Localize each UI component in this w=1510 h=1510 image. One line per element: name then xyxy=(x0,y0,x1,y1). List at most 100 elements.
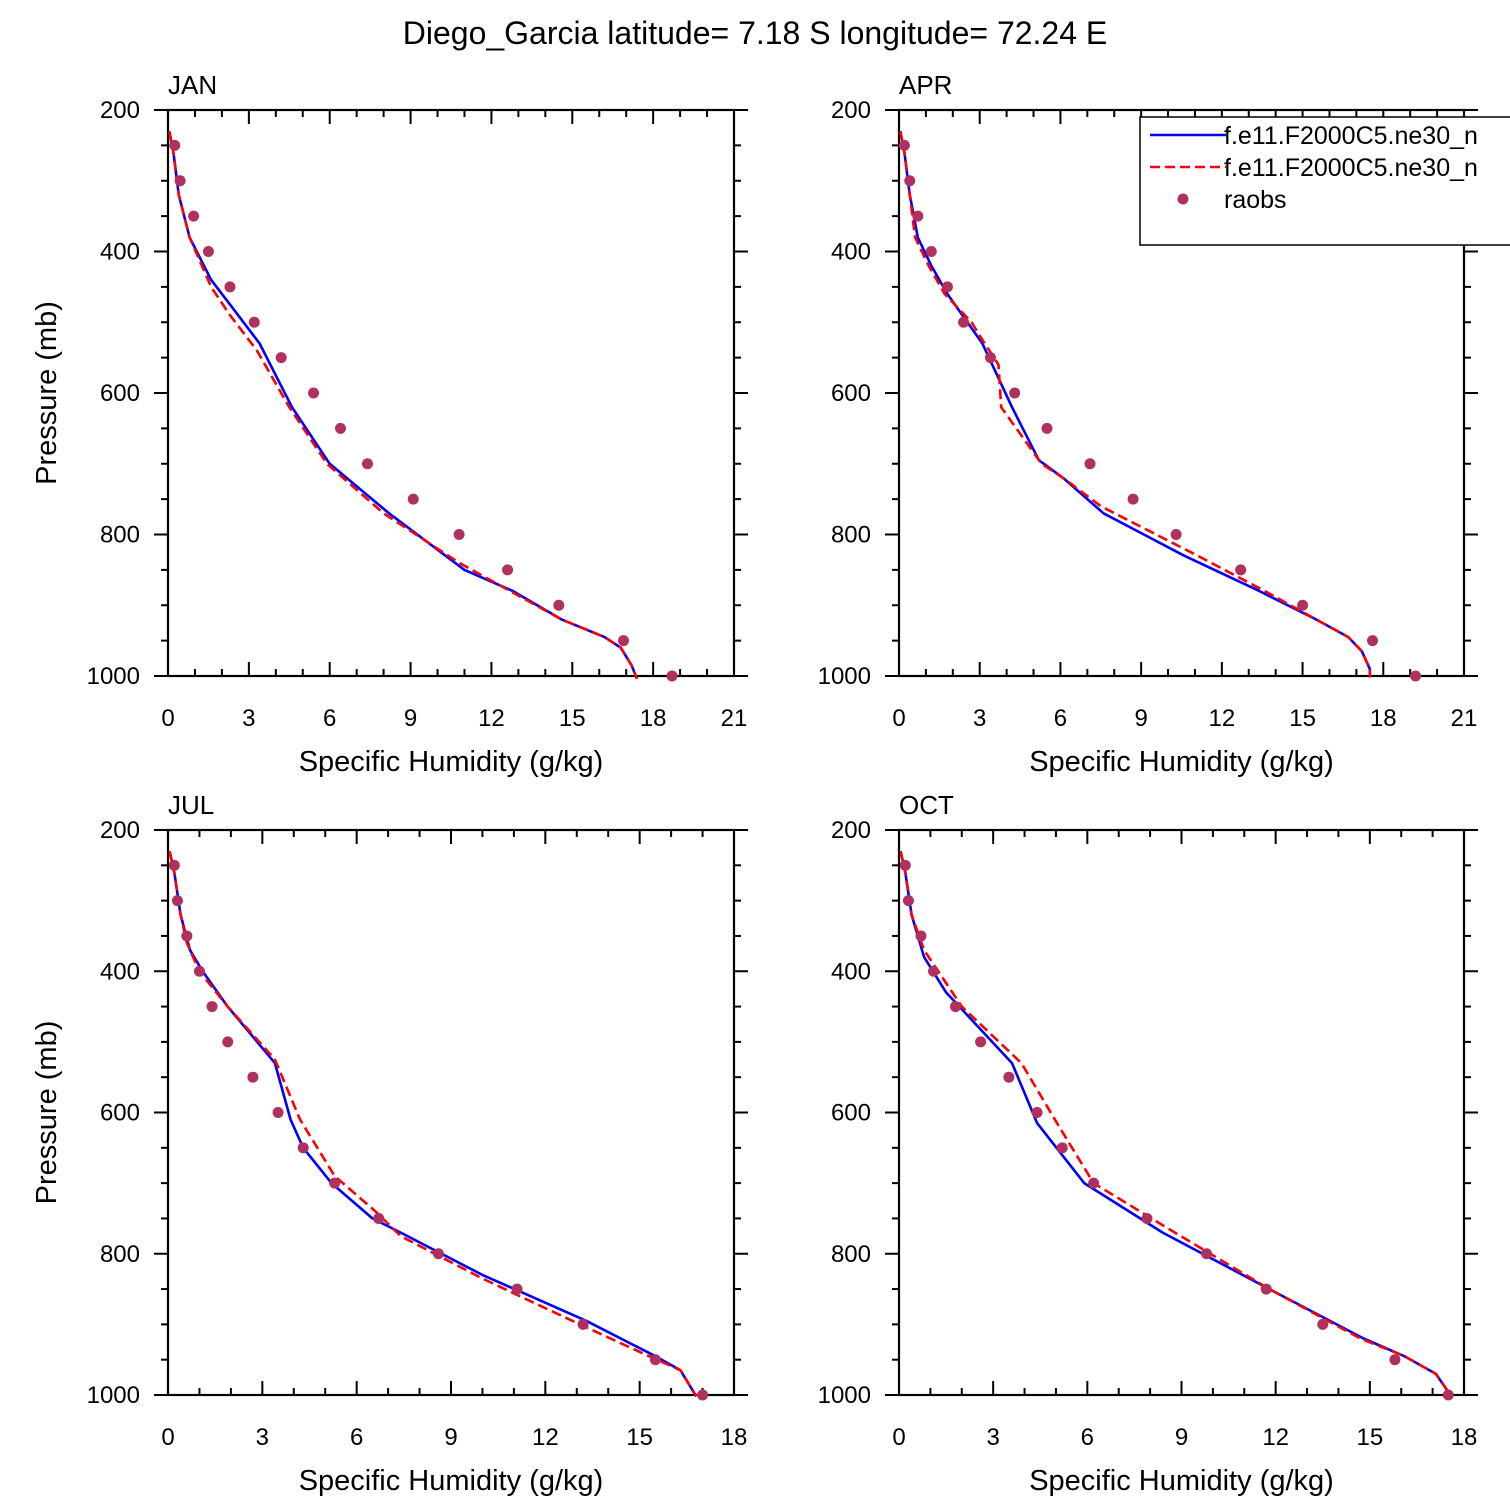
raobs-marker xyxy=(1201,1248,1213,1260)
raobs-marker xyxy=(902,895,914,907)
x-tick-label: 3 xyxy=(242,705,255,732)
legend-label: raobs xyxy=(1224,186,1287,214)
raobs-marker xyxy=(453,529,465,540)
raobs-marker xyxy=(222,1036,234,1048)
raobs-marker xyxy=(168,859,180,871)
legend-marker-raobs xyxy=(1177,193,1189,205)
y-axis-label: Pressure (mb) xyxy=(31,301,63,485)
x-tick-label: 3 xyxy=(256,1424,269,1451)
y-tick-label: 200 xyxy=(100,97,140,124)
raobs-marker xyxy=(1009,387,1021,399)
model-line-solid xyxy=(168,850,698,1398)
raobs-marker xyxy=(649,1354,661,1366)
y-tick-label: 400 xyxy=(100,958,140,985)
y-axis-label: Pressure (mb) xyxy=(31,1021,63,1205)
x-tick-label: 9 xyxy=(404,705,417,732)
raobs-marker xyxy=(915,930,927,942)
x-tick-label: 18 xyxy=(1370,705,1397,732)
x-axis-label: Specific Humidity (g/kg) xyxy=(299,1465,604,1497)
raobs-marker xyxy=(958,316,970,328)
raobs-marker xyxy=(1442,1389,1454,1401)
raobs-marker xyxy=(272,1107,284,1118)
raobs-marker xyxy=(1235,564,1247,576)
raobs-marker xyxy=(928,965,940,977)
raobs-marker xyxy=(1056,1142,1068,1154)
x-tick-label: 12 xyxy=(1262,1424,1289,1451)
x-tick-label: 18 xyxy=(721,1424,748,1451)
raobs-marker xyxy=(329,1177,341,1189)
panel-label: JUL xyxy=(168,790,214,820)
raobs-marker xyxy=(1389,1354,1401,1366)
x-tick-label: 9 xyxy=(1134,705,1147,732)
raobs-marker xyxy=(373,1212,385,1224)
raobs-marker xyxy=(1367,635,1379,647)
x-tick-label: 12 xyxy=(532,1424,559,1451)
x-tick-label: 15 xyxy=(1356,1424,1383,1451)
raobs-marker xyxy=(1410,670,1422,682)
raobs-marker xyxy=(617,635,629,647)
raobs-marker xyxy=(1141,1212,1153,1224)
x-tick-label: 3 xyxy=(986,1424,999,1451)
x-tick-label: 15 xyxy=(559,705,586,732)
raobs-marker xyxy=(1317,1318,1329,1330)
x-tick-label: 9 xyxy=(1175,1424,1188,1451)
x-tick-label: 12 xyxy=(1209,705,1236,732)
y-tick-label: 200 xyxy=(831,97,871,124)
raobs-marker xyxy=(174,175,186,187)
raobs-marker xyxy=(1003,1071,1015,1083)
raobs-marker xyxy=(334,422,346,434)
raobs-marker xyxy=(1041,422,1053,434)
model-line-dashed xyxy=(899,850,1453,1398)
legend-label: f.e11.F2000C5.ne30_n xyxy=(1224,154,1478,182)
legend-label: f.e11.F2000C5.ne30_n xyxy=(1224,122,1478,150)
raobs-marker xyxy=(511,1283,523,1295)
model-line-dashed xyxy=(168,130,639,680)
x-tick-label: 9 xyxy=(444,1424,457,1451)
y-tick-label: 800 xyxy=(100,1241,140,1268)
raobs-marker xyxy=(1127,493,1139,505)
raobs-marker xyxy=(1260,1283,1272,1295)
raobs-marker xyxy=(202,246,214,257)
y-tick-label: 600 xyxy=(831,380,871,407)
legend-box xyxy=(1139,116,1510,246)
raobs-marker xyxy=(577,1318,589,1330)
model-line-solid xyxy=(168,130,639,680)
raobs-marker xyxy=(898,139,910,151)
raobs-marker xyxy=(984,352,996,364)
raobs-marker xyxy=(193,965,205,977)
panel-jul: 0 3 6 9 12 15 18 200 400 600 800 1000 JUL Specific Hu… xyxy=(31,790,748,1497)
x-tick-label: 21 xyxy=(721,705,748,732)
x-tick-label: 6 xyxy=(1081,1424,1094,1451)
raobs-marker xyxy=(188,210,200,222)
raobs-marker xyxy=(169,139,181,151)
raobs-marker xyxy=(1170,529,1182,540)
x-tick-label: 18 xyxy=(640,705,667,732)
y-tick-label: 1000 xyxy=(818,663,871,690)
plot-frame xyxy=(166,828,736,1397)
raobs-marker xyxy=(206,1001,218,1013)
x-tick-label: 3 xyxy=(973,705,986,732)
y-tick-label: 200 xyxy=(831,817,871,844)
y-tick-label: 600 xyxy=(100,380,140,407)
x-tick-label: 15 xyxy=(626,1424,653,1451)
raobs-marker xyxy=(247,1071,259,1083)
y-tick-label: 200 xyxy=(100,817,140,844)
panel-label: APR xyxy=(899,70,952,100)
raobs-marker xyxy=(925,246,937,257)
x-tick-label: 21 xyxy=(1451,705,1478,732)
plot-frame xyxy=(166,108,736,678)
raobs-marker xyxy=(407,493,419,505)
raobs-marker xyxy=(297,1142,309,1154)
x-tick-label: 18 xyxy=(1451,1424,1478,1451)
model-line-dashed xyxy=(899,130,1372,678)
panel-apr: 0 3 6 9 12 15 18 21 200 400 600 800 1000 APR Specific … xyxy=(818,70,1478,778)
x-axis-label: Specific Humidity (g/kg) xyxy=(299,746,604,778)
panel-label: OCT xyxy=(899,790,954,820)
raobs-marker xyxy=(666,670,678,682)
y-tick-label: 1000 xyxy=(818,1382,871,1409)
panel-oct: 0 3 6 9 12 15 18 200 400 600 800 1000 OCT Specific Hu… xyxy=(818,790,1478,1497)
panels: 0 3 6 9 12 15 18 212004006008001000JANSpecific … xyxy=(31,70,1510,1497)
panel-jan: 0 3 6 9 12 15 18 21 200 400 600 800 1000 JAN Specific … xyxy=(31,70,748,778)
raobs-marker xyxy=(502,564,514,576)
